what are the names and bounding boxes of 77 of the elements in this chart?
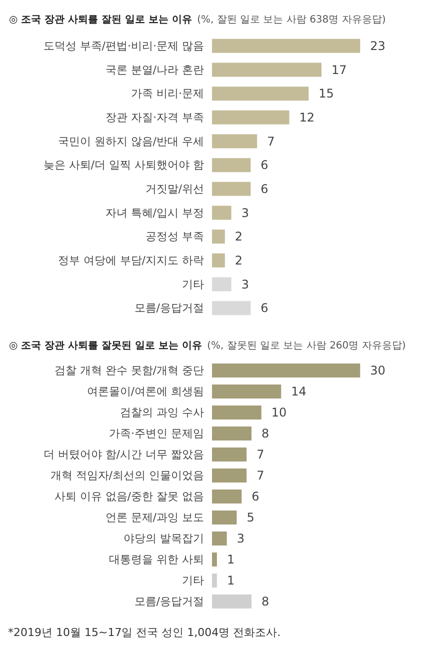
y-tick-label: 늦은 사퇴/더 일찍 사퇴했어야 함 — [43, 158, 204, 172]
bar — [212, 62, 322, 77]
y-tick-label: 기타 — [182, 574, 204, 587]
data-label: 30 — [370, 364, 386, 378]
chart-subtitle: (%, 잘못된 일로 보는 사람 260명 자유응답) — [207, 340, 406, 352]
bar — [212, 277, 232, 292]
data-label: 6 — [260, 182, 268, 196]
y-tick-label: 도덕성 부족/편법·비리·문제 많음 — [43, 39, 204, 52]
bar — [212, 532, 227, 546]
text: ◎ 조국 장관 사퇴를 잘된 일로 보는 이유 — [9, 14, 192, 26]
bar — [212, 182, 251, 196]
y-tick-label: 모름/응답거절 — [134, 595, 204, 608]
bar — [212, 448, 247, 462]
bar — [212, 230, 225, 244]
data-label: 2 — [234, 253, 243, 268]
bar — [212, 552, 217, 566]
y-tick-label: 개혁 적임자/최선의 인물이었음 — [50, 469, 204, 482]
bar — [212, 490, 242, 504]
data-label: 10 — [271, 406, 287, 420]
bar — [212, 110, 290, 124]
data-label: 6 — [260, 158, 268, 172]
text: *2019년 10월 15~17일 전국 성인 1,004명 전화조사. — [8, 626, 281, 639]
data-label: 7 — [256, 448, 264, 462]
y-tick-label: 가족·주변인 문제임 — [109, 427, 204, 440]
data-label: 1 — [226, 574, 235, 588]
data-label: 3 — [241, 277, 249, 292]
data-label: 15 — [318, 86, 334, 101]
bar — [212, 86, 309, 101]
y-tick-label: 정부 여당에 부담/지지도 하락 — [58, 254, 204, 267]
bar — [212, 206, 232, 220]
bar — [212, 510, 237, 524]
bar — [212, 134, 258, 148]
data-label: 12 — [299, 110, 315, 124]
data-label: 6 — [252, 490, 260, 504]
data-label: 8 — [262, 594, 270, 608]
y-tick-label: 자녀 특혜/입시 부정 — [105, 206, 204, 220]
y-tick-label: 대통령을 위한 사퇴 — [109, 553, 204, 566]
y-tick-label: 언론 문제/과잉 보도 — [105, 511, 204, 524]
bar — [212, 574, 217, 588]
data-label: 5 — [246, 510, 254, 524]
bar — [212, 158, 251, 172]
y-tick-label: 모름/응답거절 — [134, 302, 204, 315]
data-label: 17 — [332, 62, 347, 77]
y-tick-label: 국민이 원하지 않음/반대 우세 — [58, 134, 204, 148]
bar — [212, 468, 247, 482]
y-tick-label: 공정성 부족 — [146, 230, 204, 244]
y-tick-label: 거짓말/위선 — [145, 182, 204, 196]
bar — [212, 364, 360, 378]
y-tick-label: 여론몰이/여론에 희생됨 — [86, 385, 204, 398]
y-tick-label: 국론 분열/나라 혼란 — [105, 63, 204, 76]
chart-subtitle: (%, 잘된 일로 보는 사람 638명 자유응답) — [197, 14, 386, 26]
y-tick-label: 사퇴 이유 없음/중한 잘못 없음 — [54, 490, 204, 503]
y-tick-label: 검찰 개혁 완수 못함/개혁 중단 — [54, 364, 204, 377]
bar — [212, 426, 252, 440]
y-tick-label: 검찰의 과잉 수사 — [120, 406, 204, 419]
data-label: 3 — [236, 532, 244, 546]
y-tick-label: 장관 자질·자격 부족 — [106, 110, 204, 124]
bar — [212, 253, 225, 268]
y-tick-label: 야당의 발목잡기 — [124, 532, 204, 545]
data-label: 6 — [260, 301, 268, 316]
data-label: 3 — [241, 206, 249, 220]
data-label: 23 — [370, 38, 386, 53]
text: ◎ 조국 장관 사퇴를 잘못된 일로 보는 이유 — [9, 340, 202, 352]
bar — [212, 406, 262, 420]
bar — [212, 38, 360, 53]
y-tick-label: 기타 — [182, 278, 204, 291]
data-label: 14 — [291, 384, 306, 398]
data-label: 1 — [226, 552, 235, 566]
bar — [212, 594, 252, 608]
data-label: 2 — [234, 230, 243, 244]
y-tick-label: 가족 비리·문제 — [131, 87, 204, 100]
data-label: 7 — [256, 468, 264, 482]
bar — [212, 301, 251, 316]
data-label: 8 — [262, 426, 270, 440]
bar — [212, 384, 282, 398]
y-tick-label: 더 버텼어야 함/시간 너무 짧았음 — [43, 448, 204, 461]
data-label: 7 — [267, 134, 275, 148]
